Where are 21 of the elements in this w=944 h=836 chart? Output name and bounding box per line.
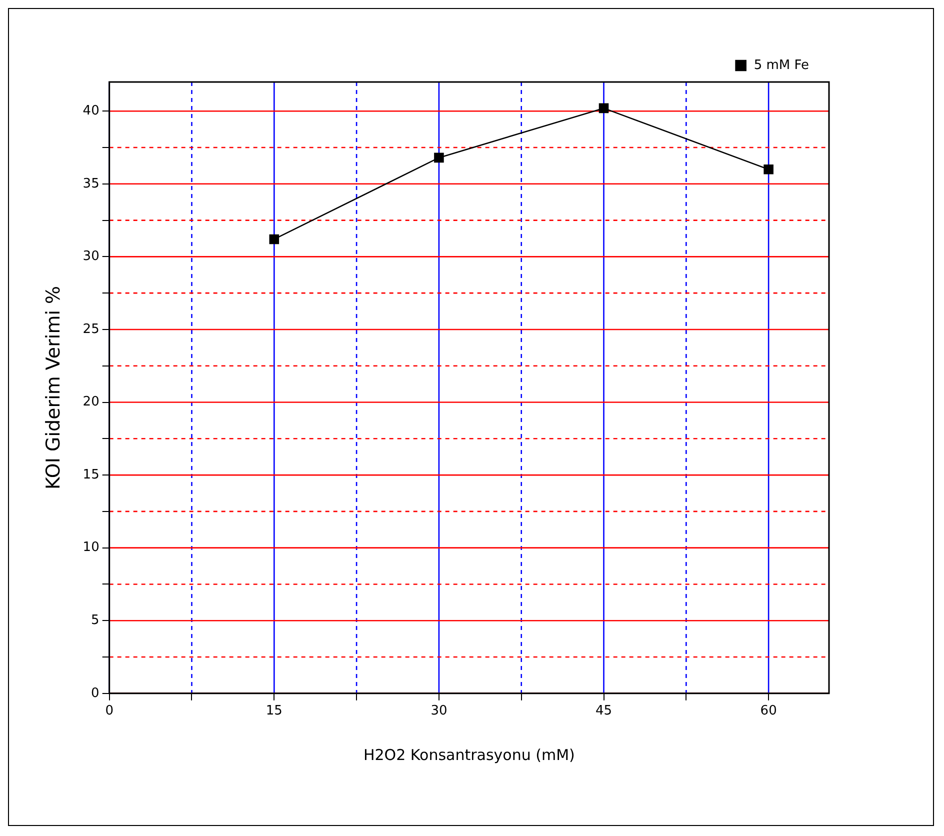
x-tick-label: 30: [430, 704, 448, 719]
y-tick-label: 30: [82, 249, 100, 264]
point: [269, 234, 280, 244]
x-tick-label: 60: [760, 704, 777, 719]
x-tick-label: 45: [595, 704, 612, 719]
y-tick-label: 5: [91, 612, 100, 628]
y-axis-title: KOI Giderim Verimi %: [42, 286, 64, 490]
point: [598, 103, 609, 114]
y-tick-label: 35: [82, 176, 100, 192]
point: [764, 164, 774, 174]
y-tick-label: 10: [82, 540, 100, 556]
point: [434, 152, 444, 163]
x-tick-label: 15: [266, 704, 282, 719]
y-tick-label: 0: [91, 686, 100, 701]
x-axis-title: H2O2 Konsantrasyonu (mM): [363, 746, 575, 764]
legend-label: 5 mM Fe: [754, 58, 810, 73]
y-tick-label: 40: [82, 103, 100, 118]
y-tick-label: 25: [82, 322, 100, 337]
y-tick-label: 20: [82, 394, 100, 410]
y-tick-label: 15: [82, 467, 100, 482]
x-tick-label: 0: [105, 704, 114, 719]
